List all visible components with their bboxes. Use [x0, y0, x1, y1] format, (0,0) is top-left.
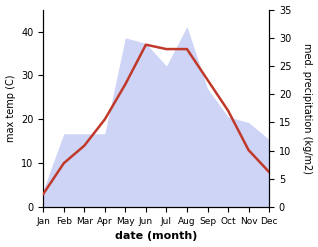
X-axis label: date (month): date (month)	[115, 231, 197, 242]
Y-axis label: med. precipitation (kg/m2): med. precipitation (kg/m2)	[302, 43, 313, 174]
Y-axis label: max temp (C): max temp (C)	[5, 75, 16, 142]
